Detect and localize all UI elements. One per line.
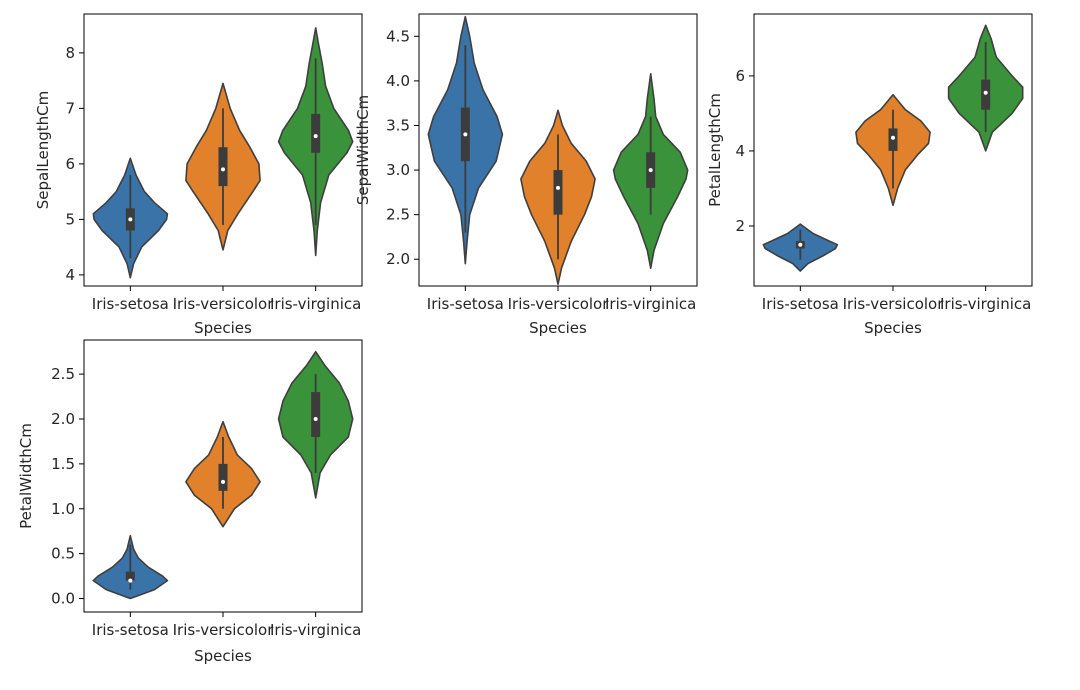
x-axis-label: Species [194, 647, 252, 665]
y-axis-label: SepalLengthCm [34, 91, 52, 209]
median-dot [798, 242, 803, 247]
y-axis-label: PetalLengthCm [706, 93, 724, 207]
y-tick-label: 3.5 [386, 116, 410, 134]
iqr-box [218, 463, 228, 491]
y-tick-label: 4 [735, 142, 745, 160]
y-tick-label: 4.0 [386, 72, 410, 90]
x-tick-label: Iris-setosa [762, 295, 839, 313]
y-tick-label: 6 [735, 67, 745, 85]
median-dot [221, 167, 225, 172]
y-tick-label: 7 [65, 99, 75, 117]
y-tick-label: 4 [65, 266, 75, 284]
iqr-box [553, 170, 563, 215]
x-tick-label: Iris-virginica [605, 295, 696, 313]
median-dot [463, 132, 468, 137]
iqr-box [125, 571, 135, 581]
iqr-box [311, 392, 321, 437]
y-tick-label: 2.0 [51, 410, 75, 428]
x-tick-label: Iris-virginica [270, 295, 361, 313]
x-tick-label: Iris-versicolor [173, 295, 275, 313]
x-tick-label: Iris-versicolor [173, 621, 275, 639]
y-tick-label: 2 [735, 217, 745, 235]
iqr-box [311, 113, 321, 153]
x-tick-label: Iris-setosa [92, 621, 169, 639]
x-tick-label: Iris-virginica [940, 295, 1031, 313]
subplot-sepal-width: SepalWidthCm Species 2.0 2.5 3.0 3.5 4.0 4.5 I… [354, 13, 698, 337]
y-tick-label: 6 [65, 155, 75, 173]
y-axis-label: SepalWidthCm [354, 95, 372, 205]
median-dot [221, 479, 225, 484]
x-axis-label: Species [864, 319, 922, 337]
y-tick-label: 0.5 [51, 545, 75, 563]
y-tick-label: 2.5 [386, 206, 410, 224]
median-dot [891, 135, 895, 140]
x-tick-label: Iris-versicolor [843, 295, 945, 313]
y-tick-label: 4.5 [386, 27, 410, 45]
median-dot [128, 217, 133, 222]
x-axis-label: Species [194, 319, 252, 337]
median-dot [313, 134, 318, 139]
y-tick-label: 0.0 [51, 590, 75, 608]
y-tick-label: 8 [65, 44, 75, 62]
y-tick-label: 1.0 [51, 500, 75, 518]
x-tick-label: Iris-virginica [270, 621, 361, 639]
x-tick-label: Iris-setosa [92, 295, 169, 313]
y-tick-label: 5 [65, 210, 75, 228]
median-dot [128, 578, 133, 583]
y-tick-label: 1.5 [51, 455, 75, 473]
median-dot [648, 168, 653, 173]
iqr-box [218, 147, 228, 187]
median-dot [983, 90, 988, 95]
y-tick-label: 2.0 [386, 250, 410, 268]
subplot-petal-width: PetalWidthCm Species 0.0 0.5 1.0 1.5 2.0 2.5 I… [17, 339, 363, 665]
x-tick-label: Iris-setosa [427, 295, 504, 313]
x-axis-label: Species [529, 319, 587, 337]
median-dot [556, 185, 560, 190]
median-dot [313, 416, 318, 421]
y-tick-label: 3.0 [386, 161, 410, 179]
x-tick-label: Iris-versicolor [508, 295, 610, 313]
y-tick-label: 2.5 [51, 365, 75, 383]
y-axis-label: PetalWidthCm [17, 423, 35, 529]
